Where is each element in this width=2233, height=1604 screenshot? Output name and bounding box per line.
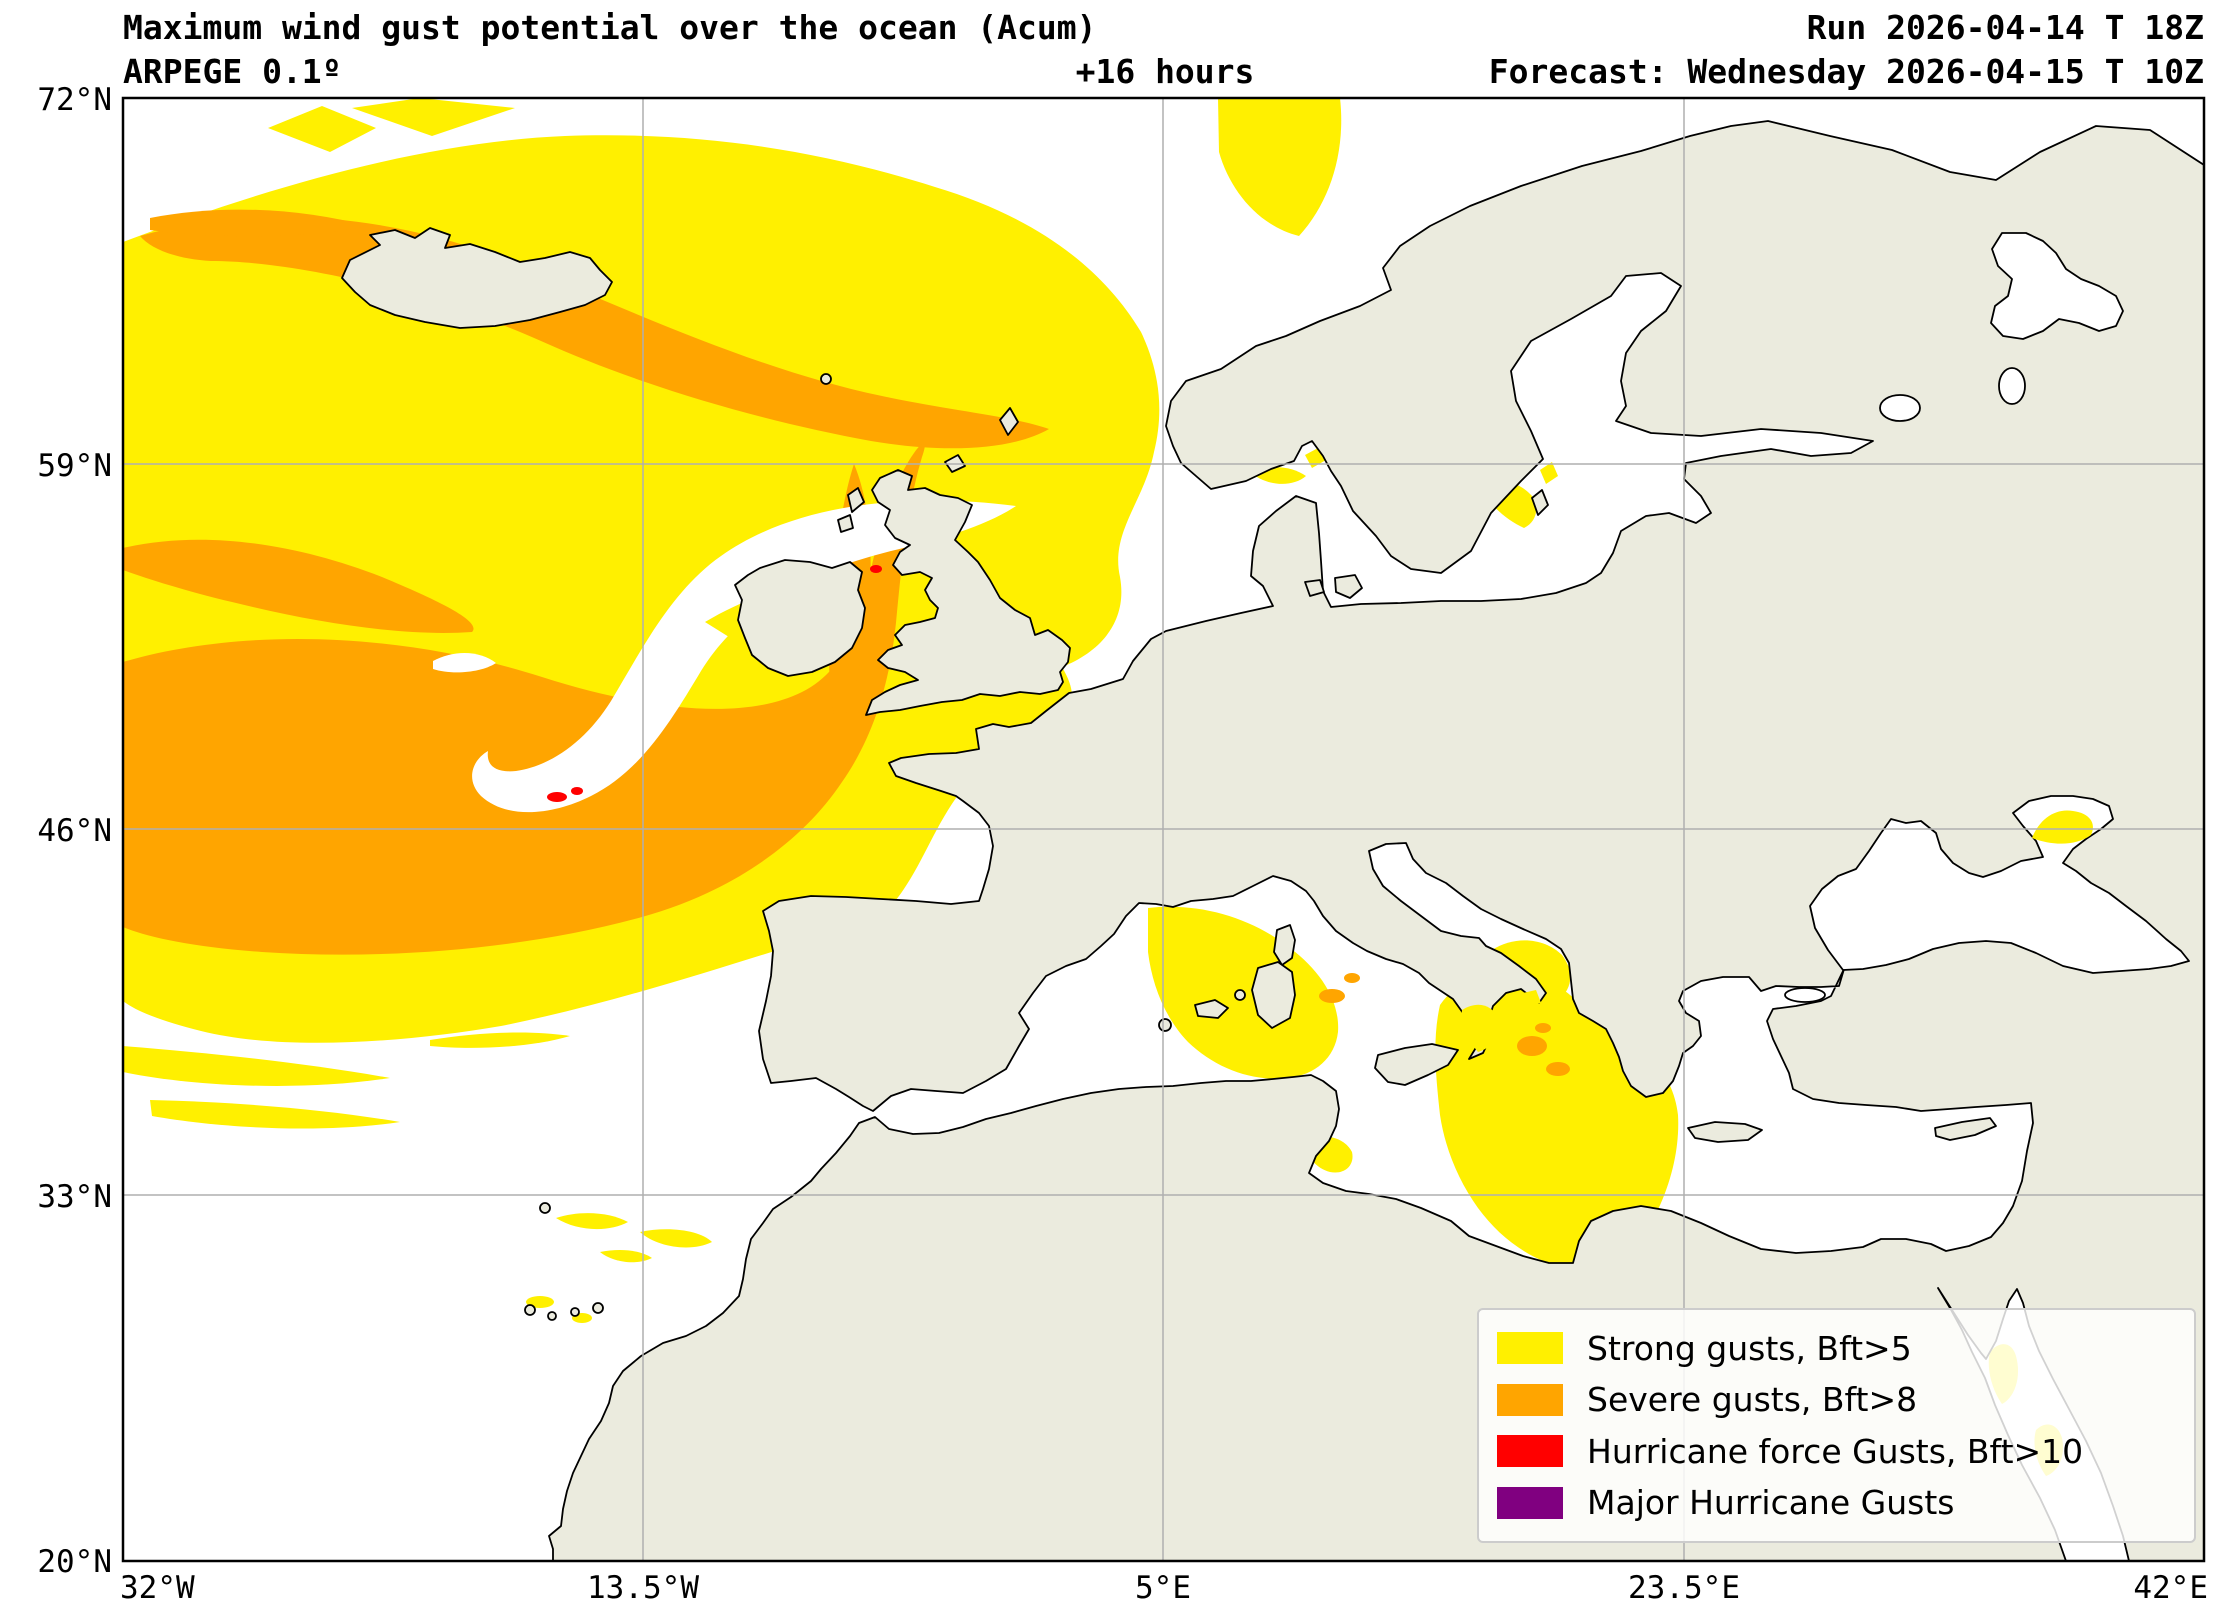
plot-border: [121, 96, 2206, 1563]
lake-ladoga: [1879, 394, 1921, 422]
major-hurricane-gusts-swatch: [1497, 1486, 1563, 1519]
legend-item-label: Hurricane force Gusts, Bft>10: [1587, 1431, 2084, 1471]
forecast-label: Forecast: Wednesday 2026-04-15 T 10Z: [1488, 52, 2204, 91]
severe-gusts-swatch: [1497, 1383, 1563, 1416]
lat-tick-label: 59°N: [37, 448, 112, 484]
legend-item-label: Strong gusts, Bft>5: [1587, 1328, 1912, 1368]
storm-eye-sliver: [433, 652, 496, 673]
baltic-strong-gust: [1540, 462, 1558, 484]
great-britain: [865, 469, 1071, 716]
lat-tick-label: 72°N: [37, 82, 112, 118]
south-italy-severe-spot: [1546, 1062, 1570, 1076]
strong-gust-wisp: [430, 1032, 570, 1048]
lon-tick-label: 42°E: [2133, 1570, 2208, 1604]
lat-tick-label: 20°N: [37, 1544, 112, 1580]
madeira-strong-gust: [640, 1229, 712, 1248]
south-italy-severe-spot: [1535, 1023, 1551, 1033]
south-italy-severe-spot: [1517, 1036, 1547, 1056]
corsica: [1273, 924, 1296, 966]
lon-tick-label: 32°W: [120, 1570, 195, 1604]
madeira-strong-gust: [600, 1250, 652, 1263]
mallorca: [1194, 999, 1229, 1019]
strong-gust-wisp: [150, 1100, 400, 1129]
canary-island: [592, 1302, 604, 1314]
legend-item-strong: Strong gusts, Bft>5: [1497, 1329, 2176, 1368]
mainland-eurasia-africa: [548, 120, 2204, 1561]
legend-item-severe: Severe gusts, Bft>8: [1497, 1380, 2176, 1419]
lon-tick-label: 23.5°E: [1628, 1570, 1740, 1604]
inland-seas-layer: [1784, 232, 2190, 1003]
lat-tick-label: 46°N: [37, 813, 112, 849]
zealand: [1334, 574, 1363, 599]
hurricane-gust-spot: [547, 792, 567, 802]
norwegian-sea-strong-gust: [1218, 98, 1342, 236]
ibiza: [1158, 1018, 1172, 1032]
azov-strong-gust: [2032, 810, 2093, 844]
map-legend: Strong gusts, Bft>5 Severe gusts, Bft>8 …: [1477, 1308, 2196, 1543]
cyprus: [1934, 1117, 1997, 1141]
shetland: [999, 407, 1019, 436]
chart-title: Maximum wind gust potential over the oce…: [123, 8, 1097, 47]
sea-of-marmara: [1784, 987, 1826, 1003]
canary-island: [547, 1311, 557, 1321]
gust-hurricane-layer: [547, 565, 882, 802]
atlantic-severe-core: [123, 443, 925, 955]
legend-item-hurricane: Hurricane force Gusts, Bft>10: [1497, 1432, 2176, 1471]
sardinia: [1251, 961, 1296, 1029]
gotland: [1531, 489, 1549, 516]
lead-time-label: +16 hours: [1075, 52, 1255, 91]
legend-item-label: Severe gusts, Bft>8: [1587, 1380, 1918, 1420]
hebrides: [837, 514, 854, 533]
gust-overlay-layer: [1461, 810, 2093, 1076]
latitude-axis: 72°N 59°N 46°N 33°N 20°N: [37, 82, 112, 1580]
model-label: ARPEGE 0.1º: [123, 52, 342, 91]
faroe-islands: [820, 373, 832, 385]
hebrides: [847, 487, 865, 513]
sardinia-severe-spot: [1319, 989, 1345, 1003]
funen: [1304, 579, 1325, 597]
canary-island: [570, 1307, 580, 1317]
lon-tick-label: 13.5°W: [587, 1570, 699, 1604]
sicily: [1374, 1043, 1459, 1086]
madeira: [539, 1202, 551, 1214]
storm-eye-comma: [472, 500, 1017, 813]
canary-island: [524, 1304, 536, 1316]
menorca: [1234, 989, 1246, 1001]
hurricane-gust-spot: [571, 787, 583, 795]
longitude-axis: 32°W 13.5°W 5°E 23.5°E 42°E: [120, 1570, 2208, 1604]
crete: [1687, 1121, 1763, 1143]
legend-item-major-hurricane: Major Hurricane Gusts: [1497, 1483, 2176, 1522]
atlantic-severe-streak-mid: [123, 539, 474, 633]
atlantic-severe-streak: [150, 209, 368, 237]
iceland: [341, 227, 613, 329]
strong-gust-wisp: [268, 106, 376, 152]
puglia-strong-gust: [1510, 990, 1541, 1009]
lon-tick-label: 5°E: [1135, 1570, 1191, 1604]
lake-onega: [1998, 367, 2026, 405]
legend-item-label: Major Hurricane Gusts: [1587, 1483, 1955, 1523]
ireland: [734, 559, 866, 677]
strong-gust-wisp: [123, 1046, 390, 1086]
lat-tick-label: 33°N: [37, 1179, 112, 1215]
strong-gust-wisp: [352, 98, 515, 136]
black-sea: [1809, 795, 2190, 974]
calabria-strong-gust: [1461, 1004, 1499, 1052]
run-label: Run 2026-04-14 T 18Z: [1806, 8, 2204, 47]
sardinia-severe-spot: [1344, 973, 1360, 983]
land-layer: [341, 120, 2204, 1561]
strong-gusts-swatch: [1497, 1332, 1563, 1365]
hurricane-gust-spot: [870, 565, 882, 573]
hurricane-gusts-swatch: [1497, 1435, 1563, 1468]
madeira-strong-gust: [556, 1213, 628, 1230]
white-sea: [1990, 232, 2124, 340]
